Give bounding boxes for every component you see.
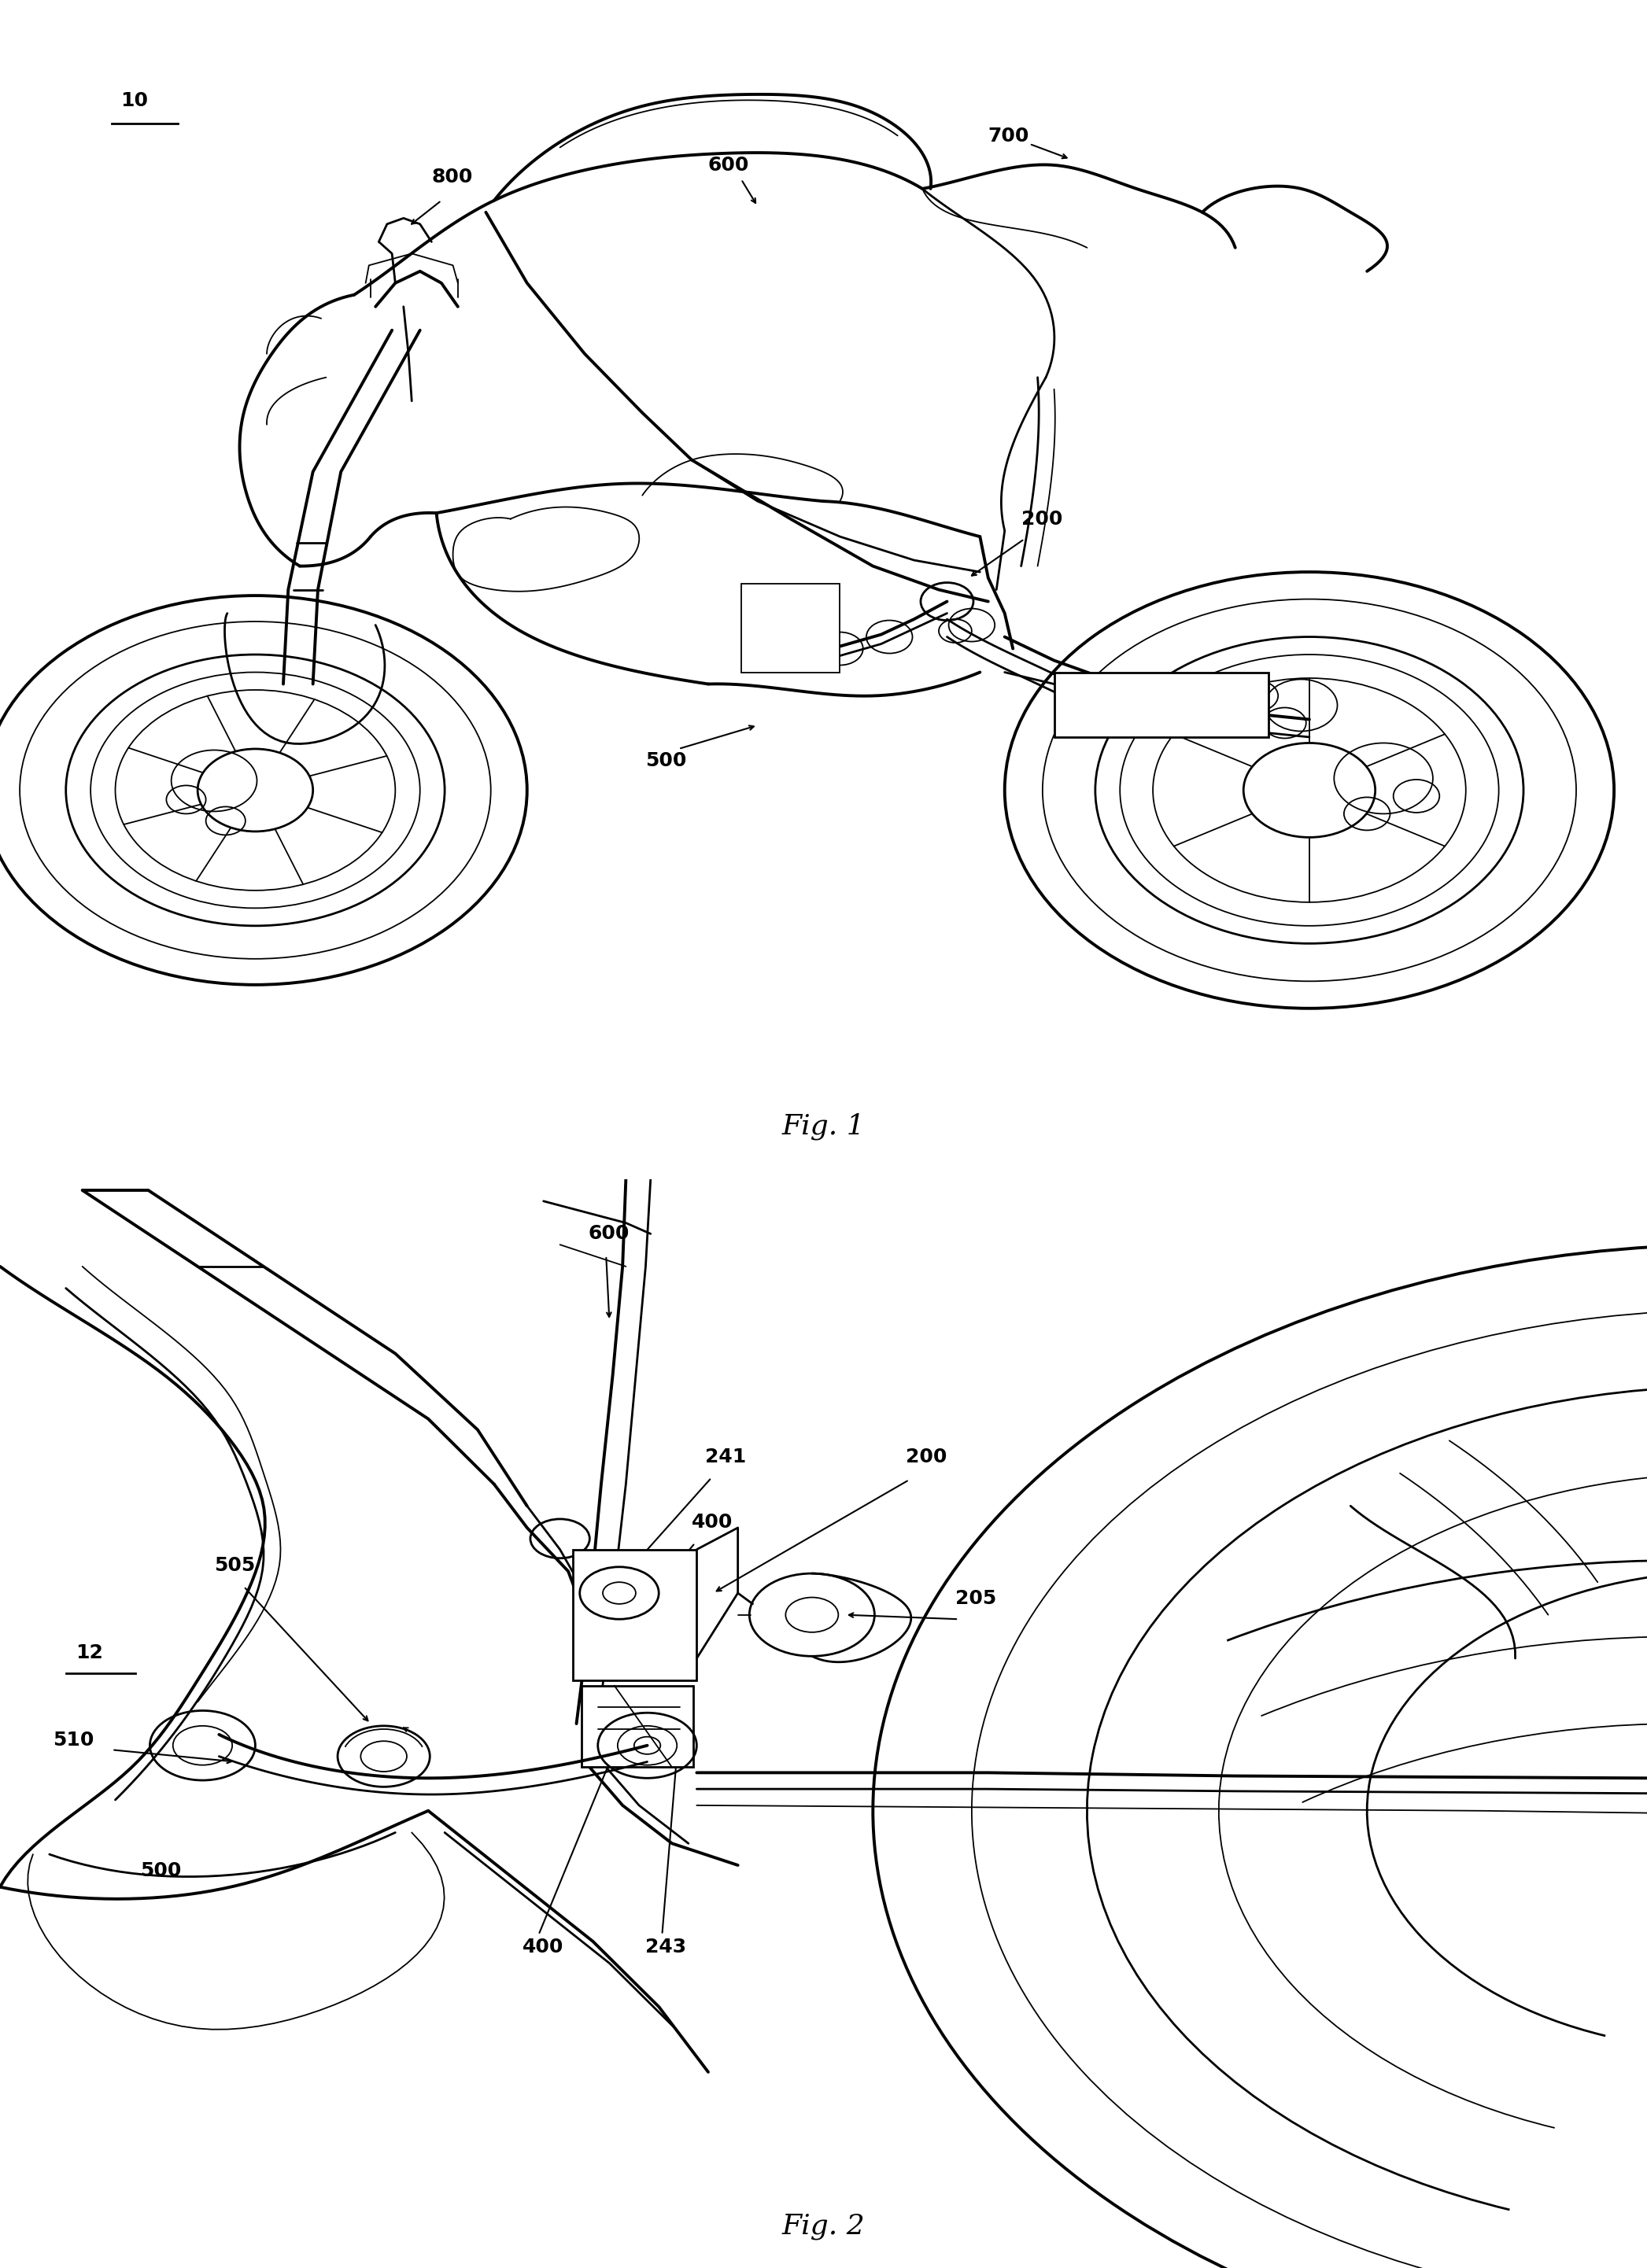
FancyBboxPatch shape bbox=[573, 1549, 697, 1681]
FancyBboxPatch shape bbox=[741, 583, 840, 671]
Text: 400: 400 bbox=[692, 1513, 733, 1531]
Text: 10: 10 bbox=[120, 91, 148, 111]
Text: 241: 241 bbox=[705, 1447, 746, 1467]
Text: 500: 500 bbox=[140, 1862, 181, 1880]
Text: 505: 505 bbox=[214, 1556, 255, 1576]
Text: 700: 700 bbox=[988, 127, 1029, 145]
Text: Fig. 2: Fig. 2 bbox=[782, 2214, 865, 2241]
Text: 500: 500 bbox=[646, 751, 687, 771]
Text: 200: 200 bbox=[906, 1447, 947, 1467]
Text: 600: 600 bbox=[708, 156, 749, 175]
Text: 510: 510 bbox=[53, 1730, 94, 1749]
FancyBboxPatch shape bbox=[581, 1685, 693, 1767]
Text: 243: 243 bbox=[646, 1937, 687, 1957]
Text: 400: 400 bbox=[522, 1937, 563, 1957]
FancyBboxPatch shape bbox=[1054, 671, 1268, 737]
Text: 600: 600 bbox=[588, 1225, 629, 1243]
Text: 200: 200 bbox=[1021, 510, 1062, 528]
Text: 800: 800 bbox=[432, 168, 473, 186]
Text: 12: 12 bbox=[76, 1644, 104, 1662]
Text: Fig. 1: Fig. 1 bbox=[782, 1114, 865, 1141]
Text: 205: 205 bbox=[955, 1590, 996, 1608]
